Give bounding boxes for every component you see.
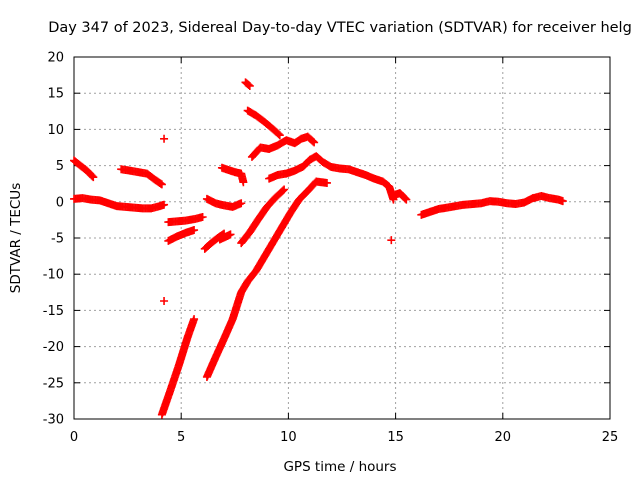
x-tick-label: 5 (177, 430, 185, 445)
data-point (160, 134, 169, 143)
y-tick-label: 20 (47, 51, 64, 66)
y-tick-label: 10 (47, 123, 64, 138)
series-cluster-m (241, 78, 254, 90)
y-axis-label: SDTVAR / TECUs (8, 183, 24, 293)
data-point (190, 315, 199, 324)
data-point (237, 199, 246, 208)
data-point (190, 226, 199, 235)
data-point (226, 230, 235, 239)
x-tick-label: 25 (602, 430, 619, 445)
y-tick-label: -30 (43, 413, 64, 428)
data-point (280, 185, 289, 194)
y-tick-label: -25 (43, 376, 64, 391)
data-point (322, 178, 331, 187)
y-tick-label: 15 (47, 87, 64, 102)
chart-title: Day 347 of 2023, Sidereal Day-to-day VTE… (48, 20, 632, 36)
data-point (275, 131, 284, 140)
series-cluster-i (217, 163, 248, 187)
data-point (274, 130, 283, 139)
x-tick-label: 10 (280, 430, 297, 445)
y-tick-label: -15 (43, 304, 64, 319)
series-cluster-c (117, 165, 166, 189)
y-tick-label: 5 (56, 159, 64, 174)
x-tick-label: 0 (70, 430, 78, 445)
series-cluster-h (215, 230, 235, 244)
series-cluster-k (202, 177, 331, 382)
y-tick-label: 0 (56, 195, 64, 210)
x-tick-label: 15 (387, 430, 404, 445)
y-tick-label: -10 (43, 268, 64, 283)
data-point (401, 194, 410, 203)
data-point (87, 171, 96, 180)
series-cluster-p (265, 152, 398, 204)
series-cluster-q (391, 189, 411, 204)
data-point (310, 138, 319, 147)
data-point (389, 195, 398, 204)
x-axis-label: GPS time / hours (283, 459, 396, 475)
data-point (160, 296, 169, 305)
series-cluster-d (164, 213, 207, 227)
data-point (309, 137, 318, 146)
series-isolated (160, 134, 396, 305)
series-cluster-f (202, 194, 246, 211)
series-cluster-r (417, 192, 567, 219)
series-cluster-o (247, 132, 319, 161)
data-points (70, 78, 567, 419)
data-point (88, 172, 97, 181)
series-cluster-e (164, 226, 199, 245)
series-cluster-l (237, 185, 289, 248)
data-point (558, 197, 567, 206)
series-cluster-a (70, 194, 169, 213)
data-point (279, 186, 288, 195)
axis-ticks: 0 5 10 15 20 25 -30 -25 -20 -15 -10 -5 0 5 10 15 20 (43, 51, 619, 446)
data-point (244, 81, 253, 90)
series-cluster-b (70, 156, 98, 182)
data-point (245, 81, 254, 90)
data-point (157, 180, 166, 189)
y-tick-label: -20 (43, 340, 64, 355)
x-tick-label: 20 (495, 430, 512, 445)
series-cluster-j (157, 315, 199, 419)
data-point (402, 195, 411, 204)
data-point (387, 236, 396, 245)
series-cluster-n (243, 106, 284, 140)
data-point (239, 178, 248, 187)
data-point (198, 213, 207, 222)
data-point (160, 200, 169, 209)
data-point (89, 173, 98, 182)
data-point (400, 193, 409, 202)
y-tick-label: -5 (51, 232, 64, 247)
